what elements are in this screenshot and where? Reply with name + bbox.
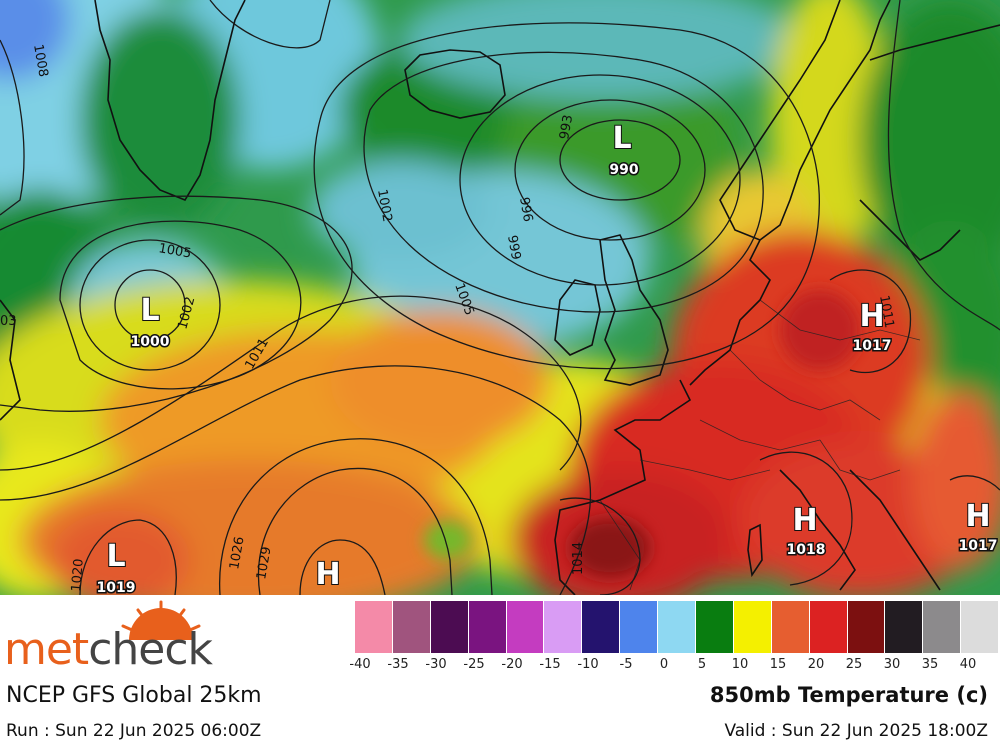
isobar-label: 1005 <box>157 241 192 262</box>
scale-swatch <box>355 601 393 653</box>
color-scale <box>355 601 1000 653</box>
scale-swatch <box>847 601 886 653</box>
borders <box>599 299 921 591</box>
scale-swatch <box>733 601 772 653</box>
scale-swatch <box>506 601 545 653</box>
isobar-label: 1020 <box>69 558 87 592</box>
isobars <box>0 0 1000 595</box>
svg-text:1017: 1017 <box>959 538 998 554</box>
scale-swatch <box>658 601 697 653</box>
scale-label: 25 <box>845 657 863 672</box>
model-label: NCEP GFS Global 25km <box>6 683 262 708</box>
svg-text:1017: 1017 <box>853 338 892 354</box>
high-pressure-marker: H 1018 <box>785 502 827 560</box>
scale-swatch <box>923 601 962 653</box>
temperature-field: 1008 1005 1002 1011 993 996 999 1005 100… <box>0 0 1000 595</box>
scale-label: -35 <box>387 657 409 672</box>
svg-text:1019: 1019 <box>97 580 136 595</box>
metcheck-logo <box>4 600 234 680</box>
high-pressure-marker: H <box>314 556 341 593</box>
svg-text:990: 990 <box>609 162 638 178</box>
isobar-label: 1011 <box>876 294 897 329</box>
scale-label: -30 <box>425 657 447 672</box>
scale-label: -10 <box>577 657 599 672</box>
scale-swatch <box>961 601 1000 653</box>
isobar-label: 03 <box>0 314 17 329</box>
svg-text:H: H <box>792 503 817 538</box>
isobar-label: 996 <box>516 196 535 223</box>
svg-text:L: L <box>106 539 125 574</box>
scale-swatch <box>544 601 583 653</box>
scale-label: 5 <box>697 657 707 672</box>
scale-label: -25 <box>463 657 485 672</box>
coastlines <box>0 0 1000 595</box>
scale-swatch <box>771 601 810 653</box>
high-pressure-marker: H 1017 <box>851 298 893 356</box>
svg-text:H: H <box>965 499 990 534</box>
isobar-label: 1014 <box>571 542 586 575</box>
scale-swatch <box>620 601 659 653</box>
svg-text:L: L <box>140 293 159 328</box>
brand-wordmark: metcheck <box>4 628 213 672</box>
scale-swatch <box>582 601 621 653</box>
low-pressure-marker: L 1000 <box>129 292 171 352</box>
scale-swatch <box>468 601 507 653</box>
sun-icon <box>121 600 201 640</box>
scale-swatch <box>696 601 734 653</box>
scale-label: 10 <box>731 657 749 672</box>
isobar-label: 1002 <box>374 188 395 223</box>
scale-swatch <box>392 601 431 653</box>
color-scale-labels: -40 -35 -30 -25 -20 -15 -10 -5 0 5 10 15 20 25 30 35 40 <box>340 657 1000 673</box>
isobar-label: 999 <box>504 234 523 261</box>
scale-label: 40 <box>959 657 977 672</box>
scale-swatch <box>430 601 469 653</box>
svg-text:1000: 1000 <box>131 334 170 350</box>
scale-swatch <box>885 601 924 653</box>
isobar-label: 1026 <box>227 535 248 570</box>
svg-text:L: L <box>612 121 631 156</box>
scale-label: 35 <box>921 657 939 672</box>
valid-time-label: Valid : Sun 22 Jun 2025 18:00Z <box>724 721 988 741</box>
low-pressure-marker: L 1019 <box>95 538 137 595</box>
scale-label: -20 <box>501 657 523 672</box>
scale-label: 30 <box>883 657 901 672</box>
svg-text:H: H <box>315 557 340 592</box>
scale-swatch <box>809 601 848 653</box>
scale-label: 0 <box>659 657 669 672</box>
isobar-label: 1008 <box>30 43 51 78</box>
low-pressure-marker: L 990 <box>608 120 640 180</box>
run-time-label: Run : Sun 22 Jun 2025 06:00Z <box>6 721 262 741</box>
scale-label: -40 <box>349 657 371 672</box>
isobar-label: 1029 <box>254 545 275 580</box>
scale-label: -5 <box>619 657 633 672</box>
pressure-centers: L 990 L 1000 L 1019 H 1017 H 1018 H 1017… <box>95 120 999 595</box>
scale-label: 20 <box>807 657 825 672</box>
scale-label: 15 <box>769 657 787 672</box>
isobar-label: 993 <box>557 114 576 141</box>
high-pressure-marker: H 1017 <box>957 498 999 556</box>
scale-label: -15 <box>539 657 561 672</box>
svg-text:1018: 1018 <box>787 542 826 558</box>
svg-text:H: H <box>859 299 884 334</box>
weather-map: 1008 1005 1002 1011 993 996 999 1005 100… <box>0 0 1000 595</box>
brand-met: met <box>4 624 89 675</box>
product-title: 850mb Temperature (c) <box>709 683 988 707</box>
brand-check: check <box>88 624 213 675</box>
